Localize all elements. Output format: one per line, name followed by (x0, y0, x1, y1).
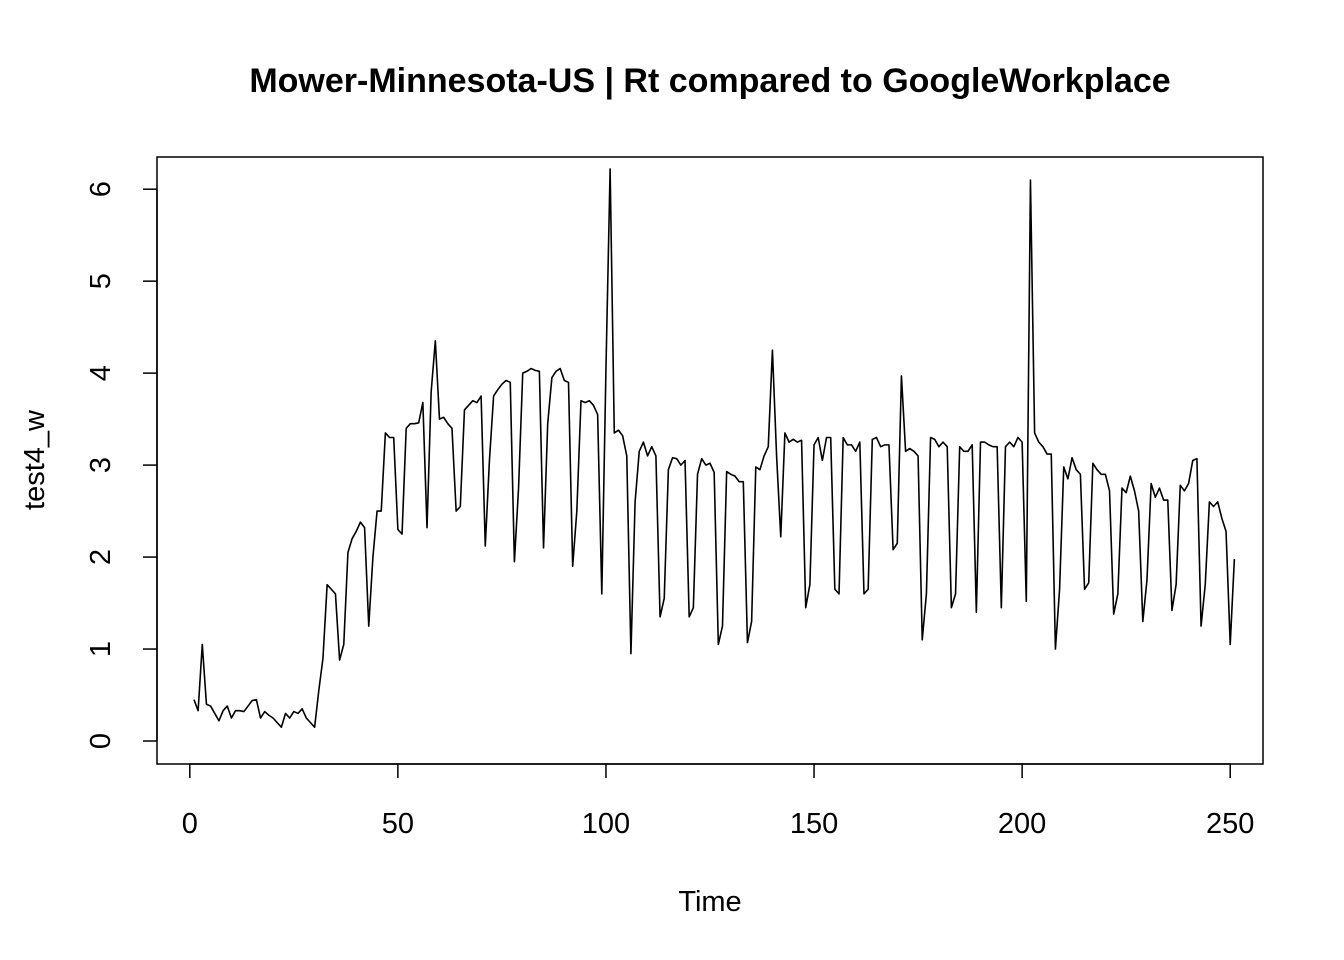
x-axis: 0 50 100 150 200 250 (182, 764, 1255, 840)
y-tick-label: 3 (85, 457, 117, 473)
series-line (194, 169, 1234, 727)
y-tick-label: 0 (85, 733, 117, 749)
y-axis-label: test4_w (19, 409, 51, 510)
y-tick-label: 1 (85, 641, 117, 657)
x-tick-label: 200 (998, 808, 1046, 840)
plot-area-frame (157, 157, 1263, 764)
y-tick-label: 6 (85, 181, 117, 197)
y-tick-label: 2 (85, 549, 117, 565)
x-tick-label: 100 (582, 808, 630, 840)
y-tick-label: 5 (85, 273, 117, 289)
x-tick-label: 50 (382, 808, 414, 840)
x-tick-label: 250 (1206, 808, 1254, 840)
chart-title: Mower-Minnesota-US | Rt compared to Goog… (249, 62, 1170, 100)
x-tick-label: 150 (790, 808, 838, 840)
series-layer (194, 169, 1234, 727)
x-axis-label: Time (678, 886, 741, 918)
y-tick-label: 4 (85, 365, 117, 381)
x-tick-label: 0 (182, 808, 198, 840)
y-axis: 0 1 2 3 4 5 6 (85, 181, 157, 749)
